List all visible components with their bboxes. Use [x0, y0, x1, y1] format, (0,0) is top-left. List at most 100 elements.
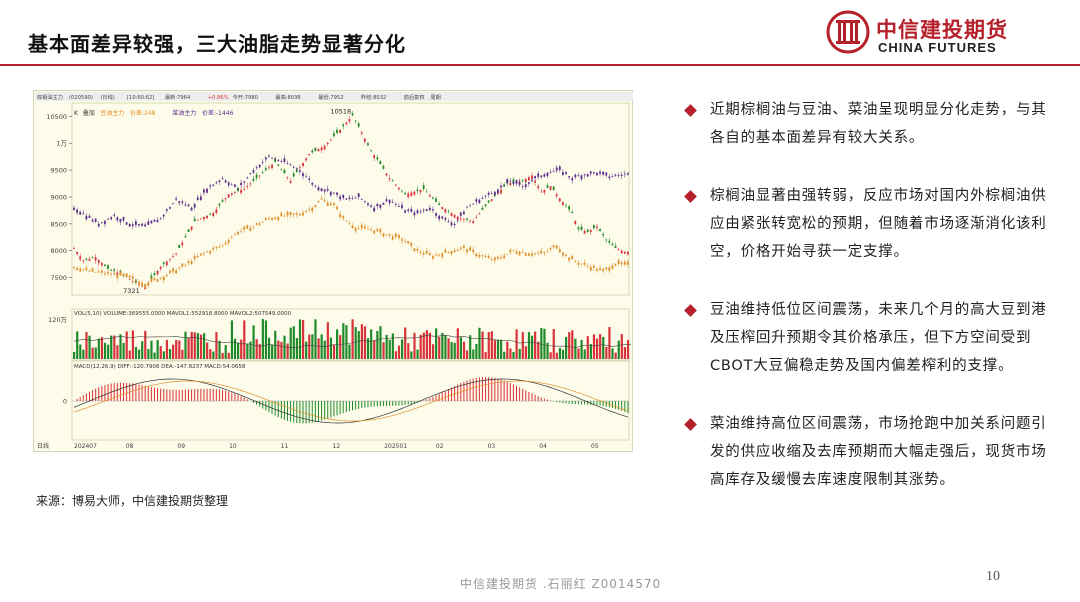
soybean-oil-candle — [271, 217, 273, 220]
x-tick-label: 11 — [281, 443, 289, 450]
volume-bar — [317, 338, 320, 359]
rapeseed-oil-candle — [565, 172, 567, 175]
soybean-oil-candle — [435, 254, 437, 256]
volume-bar — [509, 348, 512, 359]
volume-bar — [187, 338, 190, 359]
soybean-oil-candle — [422, 252, 425, 255]
palm-oil-candle — [432, 197, 434, 199]
x-tick-label: 10 — [229, 443, 237, 450]
volume-bar — [475, 343, 478, 359]
soybean-oil-candle — [246, 225, 249, 229]
rapeseed-oil-candle — [326, 188, 329, 191]
volume-bar — [348, 344, 351, 359]
soybean-oil-candle — [558, 248, 561, 253]
rapeseed-oil-candle — [444, 217, 447, 220]
palm-oil-candle — [509, 183, 512, 186]
palm-oil-candle — [178, 245, 181, 249]
soybean-oil-candle — [212, 247, 215, 250]
volume-bar — [524, 346, 527, 359]
palm-oil-candle — [302, 162, 304, 167]
volume-bar — [623, 347, 627, 359]
volume-bar — [137, 349, 141, 359]
info-bar-field: 棕榈油主力 — [37, 93, 63, 101]
soybean-oil-candle — [617, 260, 620, 264]
volume-bar — [76, 331, 79, 359]
volume-bar — [224, 345, 227, 359]
volume-bar — [162, 351, 165, 359]
rapeseed-oil-candle — [611, 176, 614, 177]
rapeseed-oil-candle — [206, 188, 208, 193]
rapeseed-oil-candle — [456, 219, 459, 221]
palm-oil-candle — [416, 189, 419, 191]
rapeseed-oil-candle — [562, 172, 564, 175]
rapeseed-oil-candle — [342, 194, 345, 199]
rapeseed-oil-candle — [413, 212, 416, 216]
volume-bar — [521, 332, 524, 359]
palm-oil-candle — [620, 250, 623, 254]
soybean-oil-candle — [441, 253, 444, 258]
volume-bar — [258, 343, 261, 359]
volume-bar — [202, 333, 206, 359]
palm-oil-candle — [531, 175, 533, 180]
soybean-oil-candle — [428, 253, 431, 255]
rapeseed-oil-candle — [221, 178, 224, 179]
palm-oil-candle — [444, 209, 447, 213]
rapeseed-oil-candle — [589, 171, 592, 174]
rapeseed-oil-candle — [203, 189, 205, 193]
rapeseed-oil-candle — [302, 173, 304, 177]
soybean-oil-candle — [88, 271, 91, 272]
volume-bar — [577, 348, 580, 359]
soybean-oil-candle — [596, 268, 598, 271]
soybean-oil-candle — [169, 270, 171, 274]
volume-bar — [286, 343, 289, 359]
soybean-oil-candle — [360, 224, 363, 229]
soybean-oil-candle — [527, 253, 530, 256]
soybean-oil-candle — [264, 218, 267, 221]
volume-bar — [626, 339, 630, 359]
rapeseed-oil-candle — [104, 220, 106, 225]
volume-bar — [289, 327, 292, 359]
soybean-oil-candle — [394, 233, 397, 238]
source-note: 来源：博易大师，中信建投期货整理 — [36, 494, 229, 508]
rapeseed-oil-candle — [571, 178, 574, 181]
palm-oil-candle — [292, 173, 295, 177]
soybean-oil-candle — [506, 253, 509, 255]
volume-bar — [555, 352, 558, 359]
palm-oil-candle — [555, 194, 558, 197]
soybean-oil-candle — [165, 274, 168, 276]
rapeseed-oil-candle — [85, 215, 88, 220]
rapeseed-oil-candle — [178, 201, 181, 204]
soybean-oil-candle — [302, 212, 304, 216]
palm-oil-candle — [438, 203, 441, 206]
soybean-oil-candle — [444, 249, 447, 253]
palm-oil-candle — [466, 218, 468, 220]
palm-oil-candle — [94, 257, 97, 261]
soybean-oil-candle — [150, 278, 153, 282]
rapeseed-oil-candle — [162, 214, 165, 217]
palm-oil-candle — [537, 186, 540, 189]
rapeseed-oil-candle — [311, 183, 314, 185]
volume-bar — [178, 340, 181, 359]
palm-oil-candle — [605, 239, 608, 241]
volume-bar — [134, 346, 138, 359]
soybean-oil-candle — [472, 249, 475, 253]
page-number: 10 — [986, 569, 1000, 584]
soybean-oil-candle — [199, 253, 202, 256]
rapeseed-oil-candle — [339, 196, 342, 200]
soybean-oil-candle — [193, 255, 196, 260]
palm-oil-candle — [382, 165, 385, 169]
rapeseed-oil-candle — [240, 182, 242, 186]
soybean-oil-candle — [487, 256, 490, 259]
info-bar-field: 最新:7964 — [165, 93, 191, 101]
palm-oil-candle — [484, 204, 487, 207]
palm-oil-candle — [190, 226, 193, 230]
soybean-oil-candle — [227, 239, 230, 243]
rapeseed-oil-candle — [608, 176, 611, 179]
rapeseed-oil-candle — [481, 198, 484, 199]
soybean-oil-candle — [82, 269, 85, 271]
volume-bar — [97, 338, 100, 359]
palm-oil-candle — [196, 219, 199, 221]
palm-oil-candle — [159, 266, 162, 269]
palm-oil-candle — [199, 218, 202, 220]
info-bar-field: (日线) — [100, 93, 114, 101]
